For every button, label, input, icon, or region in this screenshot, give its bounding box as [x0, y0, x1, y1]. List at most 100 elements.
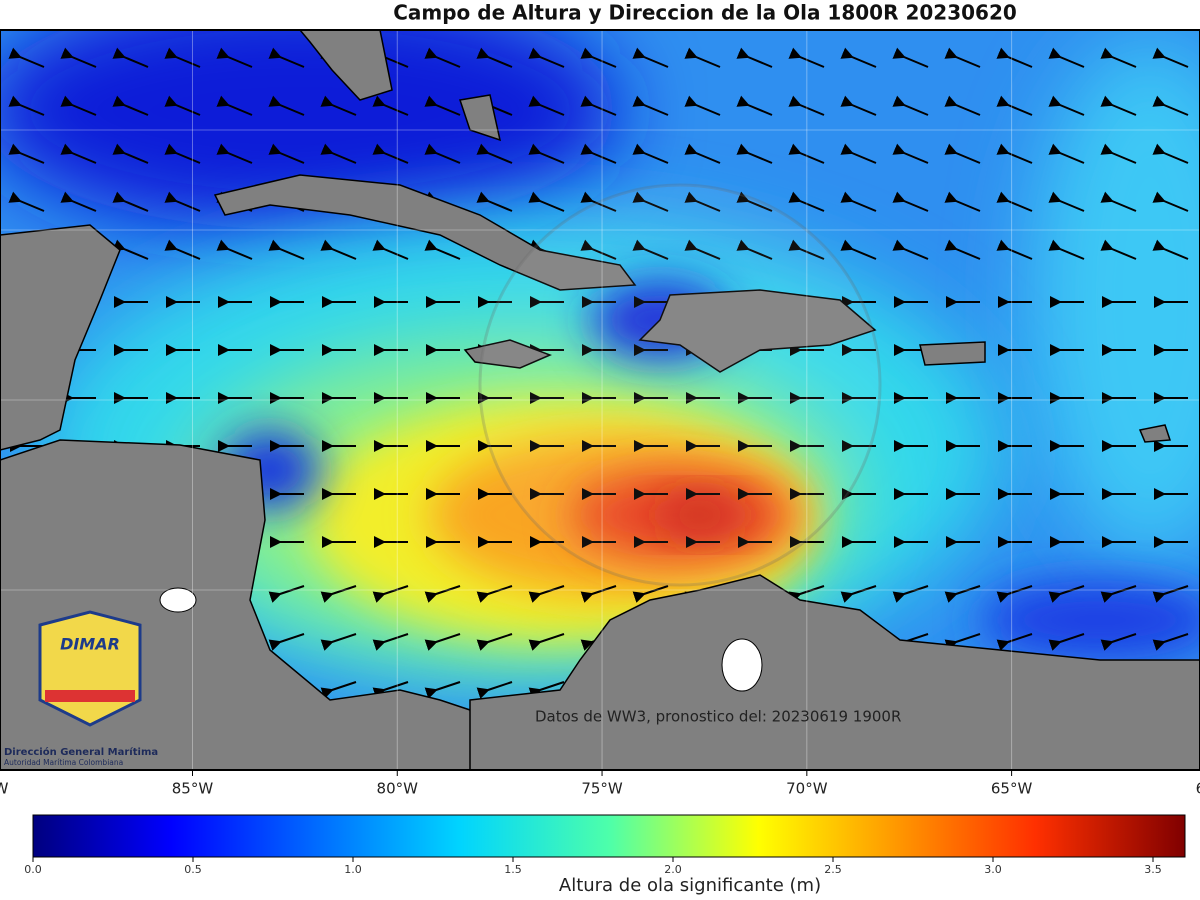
arrow — [736, 95, 773, 116]
lon-tick-label: 65°W — [991, 780, 1033, 798]
arrow — [60, 47, 97, 68]
arrow — [320, 681, 357, 699]
arrow — [944, 633, 981, 651]
colorbar-tick-label: 1.5 — [504, 863, 522, 876]
arrow — [372, 95, 409, 116]
arrow — [580, 47, 617, 68]
arrow — [112, 239, 149, 260]
arrow — [528, 633, 565, 651]
arrow — [528, 191, 565, 212]
arrow — [528, 95, 565, 116]
arrow — [1152, 585, 1189, 603]
arrow — [788, 95, 825, 116]
arrow — [892, 95, 929, 116]
arrow — [996, 47, 1033, 68]
arrow — [1152, 95, 1189, 116]
colorbar-tick-label: 0.5 — [184, 863, 202, 876]
arrow — [424, 585, 461, 603]
colorbar-axis: 0.0 0.5 1.0 1.5 2.0 2.5 3.0 3.5 — [24, 857, 1162, 876]
arrow — [1048, 95, 1085, 116]
arrow — [8, 143, 45, 164]
lake — [721, 638, 763, 692]
arrow — [268, 95, 305, 116]
arrow — [164, 143, 201, 164]
arrow — [216, 47, 253, 68]
arrow — [528, 143, 565, 164]
arrow — [268, 585, 305, 603]
arrow — [684, 143, 721, 164]
arrow — [112, 143, 149, 164]
arrow — [1100, 633, 1137, 651]
arrow — [528, 681, 565, 699]
arrow — [1100, 47, 1137, 68]
arrow — [528, 47, 565, 68]
arrow — [632, 95, 669, 116]
arrow — [996, 585, 1033, 603]
arrow — [736, 239, 773, 260]
arrow — [476, 143, 513, 164]
arrow — [944, 585, 981, 603]
colorbar-tick-label: 2.5 — [824, 863, 842, 876]
arrow — [112, 47, 149, 68]
arrow — [372, 143, 409, 164]
arrow — [320, 585, 357, 603]
arrow — [320, 239, 357, 260]
lake — [159, 587, 197, 613]
arrow — [788, 585, 825, 603]
arrow — [268, 633, 305, 651]
arrow — [1048, 585, 1085, 603]
note: Datos de WW3, pronostico del: 20230619 1… — [535, 708, 901, 726]
arrow — [1152, 47, 1189, 68]
arrow — [892, 191, 929, 212]
map: Datos de WW3, pronostico del: 20230619 1… — [0, 30, 1200, 770]
arrow — [1048, 239, 1085, 260]
arrow — [424, 47, 461, 68]
logo-name: Dirección General Marítima — [4, 746, 158, 758]
arrow — [788, 47, 825, 68]
arrow — [840, 585, 877, 603]
arrow — [1100, 585, 1137, 603]
arrow — [320, 95, 357, 116]
arrow — [268, 143, 305, 164]
arrow — [372, 633, 409, 651]
arrow — [1152, 239, 1189, 260]
title: Campo de Altura y Direccion de la Ola 18… — [393, 1, 1017, 25]
arrow — [944, 143, 981, 164]
arrow — [632, 585, 669, 603]
lon-axis: 90°W 85°W 80°W 75°W 70°W 65°W 60°W — [0, 770, 1200, 798]
arrow — [528, 585, 565, 603]
arrow — [996, 633, 1033, 651]
arrow — [944, 191, 981, 212]
arrow — [892, 239, 929, 260]
colorbar-tick-label: 1.0 — [344, 863, 362, 876]
arrow — [424, 143, 461, 164]
arrow — [60, 143, 97, 164]
arrow — [112, 95, 149, 116]
logo: DIMAR Dirección General Marítima Autorid… — [4, 610, 158, 767]
arrow — [684, 191, 721, 212]
arrow — [372, 681, 409, 699]
arrow — [476, 585, 513, 603]
arrow — [892, 47, 929, 68]
arrow — [60, 95, 97, 116]
logo-subtitle: Autoridad Marítima Colombiana — [4, 758, 123, 767]
arrow — [996, 95, 1033, 116]
arrow — [632, 143, 669, 164]
colorbar — [32, 814, 1186, 858]
arrow — [1152, 191, 1189, 212]
lon-tick-label: 60°W — [1196, 780, 1200, 798]
arrow — [476, 47, 513, 68]
arrow — [216, 239, 253, 260]
arrow — [788, 143, 825, 164]
arrow — [736, 47, 773, 68]
lon-tick-label: 90°W — [0, 780, 9, 798]
arrow — [580, 143, 617, 164]
arrow — [580, 239, 617, 260]
arrow — [736, 143, 773, 164]
grid — [0, 30, 1200, 770]
arrow — [424, 681, 461, 699]
arrow — [1048, 143, 1085, 164]
arrow — [840, 95, 877, 116]
arrow — [320, 633, 357, 651]
